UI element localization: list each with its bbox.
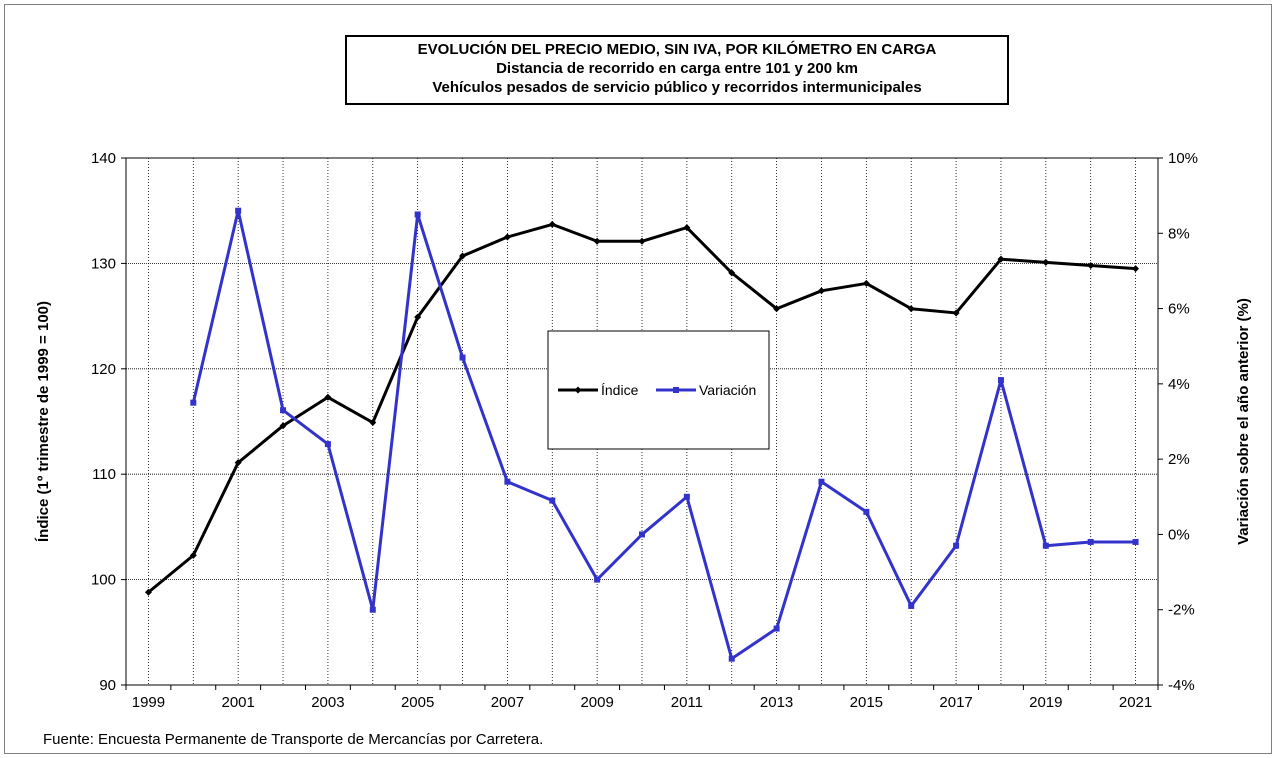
x-tick-label: 2005 [401, 694, 434, 711]
data-point-variacion [504, 478, 511, 485]
y-left-tick-label: 140 [91, 150, 116, 167]
data-point-indice [1132, 265, 1140, 273]
data-point-variacion [280, 407, 287, 414]
data-point-variacion [1042, 542, 1049, 549]
data-point-indice [817, 287, 825, 295]
data-point-indice [548, 220, 556, 228]
x-tick-label: 2021 [1119, 694, 1152, 711]
chart-subtitle-2: Vehículos pesados de servicio público y … [432, 79, 922, 96]
data-point-variacion [1132, 538, 1139, 545]
data-point-variacion [683, 493, 690, 500]
source-note: Fuente: Encuesta Permanente de Transport… [43, 731, 544, 748]
data-point-indice [907, 305, 915, 313]
chart-subtitle: Distancia de recorrido en carga entre 10… [496, 60, 858, 77]
y-right-axis-title: Variación sobre el año anterior (%) [1235, 298, 1252, 545]
y-right-tick-label: 4% [1168, 376, 1190, 393]
data-point-variacion [235, 207, 242, 214]
data-point-indice [1042, 258, 1050, 266]
y-right-tick-label: -2% [1168, 602, 1195, 619]
data-point-indice [997, 255, 1005, 263]
data-point-indice [638, 237, 646, 245]
data-point-variacion [728, 655, 735, 662]
x-tick-label: 2017 [939, 694, 972, 711]
data-point-variacion [1087, 538, 1094, 545]
data-point-indice [459, 252, 467, 260]
y-right-tick-label: 6% [1168, 301, 1190, 318]
chart-title: EVOLUCIÓN DEL PRECIO MEDIO, SIN IVA, POR… [417, 41, 937, 58]
data-point-indice [503, 233, 511, 241]
data-point-variacion [190, 399, 197, 406]
data-point-indice [1087, 262, 1095, 270]
x-tick-label: 2013 [760, 694, 793, 711]
data-point-variacion [324, 441, 331, 448]
data-point-indice [189, 551, 197, 559]
data-point-variacion [908, 602, 915, 609]
chart-frame: EVOLUCIÓN DEL PRECIO MEDIO, SIN IVA, POR… [4, 4, 1272, 754]
legend-label-variacion: Variación [699, 382, 756, 398]
data-point-indice [862, 279, 870, 287]
data-point-variacion [369, 606, 376, 613]
y-right-tick-label: 8% [1168, 225, 1190, 242]
data-point-variacion [863, 508, 870, 515]
data-point-indice [234, 459, 242, 467]
data-point-variacion [773, 625, 780, 632]
data-point-indice [279, 422, 287, 430]
data-point-indice [144, 588, 152, 596]
x-tick-label: 1999 [132, 694, 165, 711]
data-point-indice [593, 237, 601, 245]
data-point-indice [952, 309, 960, 317]
x-tick-label: 2009 [580, 694, 613, 711]
y-left-axis-title: Índice (1º trimestre de 1999 = 100) [35, 301, 52, 542]
series-line-variacion [191, 209, 1136, 661]
x-tick-label: 2007 [491, 694, 524, 711]
y-right-tick-label: -4% [1168, 677, 1195, 694]
legend-label-indice: Índice [601, 382, 639, 398]
y-right-tick-label: 10% [1168, 150, 1198, 167]
data-point-variacion [953, 542, 960, 549]
x-tick-label: 2011 [671, 694, 703, 711]
data-point-variacion [549, 497, 556, 504]
data-point-variacion [414, 211, 421, 218]
data-point-variacion [459, 354, 466, 361]
y-right-tick-label: 2% [1168, 451, 1190, 468]
data-point-variacion [594, 576, 601, 583]
x-tick-label: 2015 [850, 694, 883, 711]
x-tick-label: 2019 [1029, 694, 1062, 711]
data-point-indice [728, 269, 736, 277]
y-left-tick-label: 90 [99, 677, 116, 694]
data-point-indice [773, 305, 781, 313]
data-point-indice [324, 393, 332, 401]
y-right-tick-label: 0% [1168, 526, 1190, 543]
legend-marker-indice [574, 386, 582, 394]
chart-title-box: EVOLUCIÓN DEL PRECIO MEDIO, SIN IVA, POR… [345, 35, 1009, 105]
data-point-indice [683, 224, 691, 232]
x-tick-label: 2001 [221, 694, 254, 711]
data-point-variacion [818, 478, 825, 485]
data-point-indice [369, 419, 377, 427]
data-point-variacion [639, 531, 645, 538]
x-tick-label: 2003 [311, 694, 344, 711]
y-left-tick-label: 130 [91, 255, 116, 272]
plot-area [125, 157, 1159, 686]
data-point-variacion [997, 377, 1004, 384]
legend-marker-variacion [673, 387, 679, 393]
data-point-indice [414, 313, 422, 321]
y-left-tick-label: 100 [91, 572, 116, 589]
y-left-tick-label: 110 [92, 466, 116, 483]
y-left-tick-label: 120 [91, 361, 116, 378]
